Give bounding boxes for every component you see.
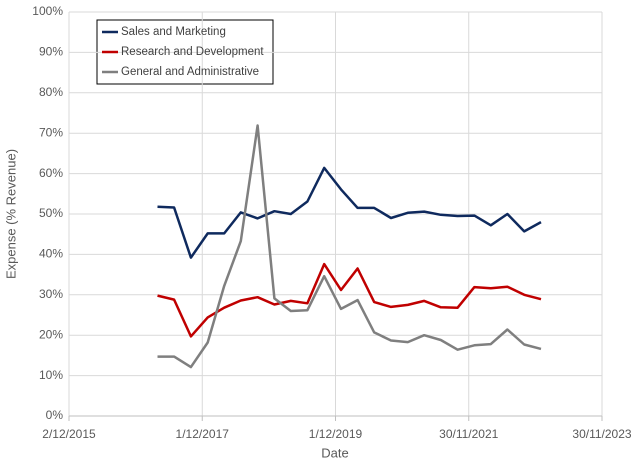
y-tick-label: 20% xyxy=(39,327,63,341)
x-axis-label: Date xyxy=(321,445,348,460)
legend-label: General and Administrative xyxy=(121,66,259,78)
x-tick-label: 2/12/2015 xyxy=(42,427,96,441)
x-tick-label: 1/12/2017 xyxy=(176,427,230,441)
y-tick-label: 100% xyxy=(32,4,63,18)
y-tick-label: 90% xyxy=(39,45,63,59)
x-tick-label: 1/12/2019 xyxy=(309,427,363,441)
y-tick-label: 40% xyxy=(39,247,63,261)
y-tick-label: 60% xyxy=(39,166,63,180)
x-tick-label: 30/11/2021 xyxy=(439,427,498,441)
y-tick-label: 70% xyxy=(39,125,63,139)
y-tick-label: 50% xyxy=(39,206,63,220)
series-line xyxy=(157,166,542,259)
legend-label: Sales and Marketing xyxy=(121,26,226,38)
y-axis-label: Expense (% Revenue) xyxy=(3,149,18,279)
y-tick-label: 10% xyxy=(39,368,63,382)
legend-label: Research and Development xyxy=(121,46,264,58)
series-line xyxy=(157,262,542,338)
x-tick-label: 30/11/2023 xyxy=(572,427,631,441)
series-line xyxy=(157,124,542,369)
y-tick-label: 80% xyxy=(39,85,63,99)
y-tick-label: 0% xyxy=(46,408,64,422)
y-tick-label: 30% xyxy=(39,287,63,301)
